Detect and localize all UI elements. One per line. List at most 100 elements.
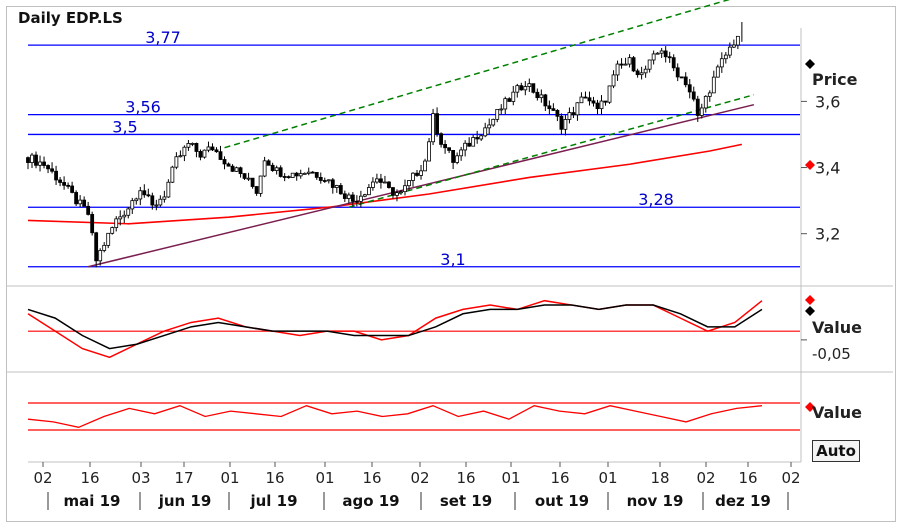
price-bar-body [387,181,391,188]
y-tick-label: 3,2 [815,225,840,244]
price-bar-body [583,96,588,99]
moving-average-line [27,143,743,225]
price-bar-body [403,185,407,193]
price-bar-body [66,184,71,187]
y-tick-label: 3,6 [815,92,840,111]
price-bar-body [78,199,83,205]
x-month-label: nov 19 [627,492,684,510]
price-bar-body [643,68,648,74]
price-bar-body [651,53,656,61]
price-bar-body [94,232,99,262]
price-bar-body [174,156,179,168]
chart-frame [6,6,896,522]
price-bar-body [214,149,219,153]
price-bar-body [619,63,624,66]
price-bar-body [507,98,512,102]
price-bar-body [126,208,131,216]
price-bar-body [38,161,42,166]
price-bar-body [511,91,516,102]
price-axis-label: Price [812,70,858,89]
price-bar-body [158,198,163,206]
price-bar-body [246,177,251,180]
price-bar-body [82,199,87,207]
price-bar-body [166,181,171,198]
price-bar-body [138,190,143,200]
price-bar-body [218,151,223,160]
price-bar-body [699,107,704,116]
price-level-label: 3,5 [112,117,137,136]
price-bar-body [471,137,476,147]
price-bar-body [258,175,263,194]
price-bar-body [90,214,95,234]
price-bar-body [671,57,676,69]
price-bar-body [707,92,712,97]
x-day-label: 16 [738,469,757,487]
price-bar-body [118,216,123,220]
price-bar-body [495,108,500,120]
x-month-label: out 19 [535,492,589,510]
y-tick-label: 3,4 [815,159,840,178]
x-day-label: 01 [315,469,334,487]
price-bar-body [603,100,608,103]
price-bar-body [306,171,311,174]
x-day-label: 16 [80,469,99,487]
price-bar-body [487,124,492,129]
price-bar-body [523,86,528,91]
price-bar-body [110,227,115,234]
price-bar-body [282,176,287,178]
price-bar-body [591,100,596,104]
price-bar-body [234,167,239,172]
price-bar-body [703,95,708,109]
price-bar-body [266,160,271,166]
price-level-label: 3,28 [638,190,674,209]
price-bar-body [342,193,347,199]
x-day-label: 01 [598,469,617,487]
price-bar-body [595,102,600,110]
price-bar-body [330,179,335,188]
price-bar-body [322,180,327,182]
price-bar-body [54,170,58,181]
price-bar-body [326,179,331,182]
price-level-label: 3,77 [145,28,181,47]
channel-lower-line [348,94,755,208]
price-bar-body [290,172,295,178]
osc1-red-marker [805,295,815,305]
auto-scale-button[interactable]: Auto [812,440,860,462]
price-bar-body [182,146,187,157]
price-bar-body [270,164,275,171]
price-bar-body [539,94,544,99]
price-bar-body [631,57,636,72]
price-bar-body [423,160,427,172]
price-bar-body [106,232,111,246]
price-bar-body [50,168,54,172]
support-trendline [87,103,755,268]
price-bar-body [451,150,456,163]
x-day-label: 16 [362,469,381,487]
price-bar-body [170,166,175,183]
price-bar-body [278,167,283,177]
price-bar-body [226,163,231,167]
price-bar-body [555,109,560,117]
price-bar-body [42,161,46,166]
x-month-label: ago 19 [342,492,399,510]
x-day-label: 02 [33,469,52,487]
price-bar-body [571,112,576,116]
price-bar-body [190,142,195,145]
price-bar-body [435,113,439,135]
price-bar-body [74,192,79,205]
price-bar-body [455,155,460,163]
x-month-label: dez 19 [715,492,771,510]
price-bar-body [150,195,155,206]
price-bar-body [443,143,447,149]
price-bar-body [679,76,684,79]
price-bar-body [587,97,592,102]
price-bar-body [222,159,227,165]
x-day-label: 03 [131,469,150,487]
price-bar-body [491,118,496,126]
channel-upper-line [224,0,731,149]
price-bar-body [242,173,247,179]
price-bar-body [250,177,255,187]
price-bar-body [615,63,620,76]
price-bar-body [262,160,267,177]
